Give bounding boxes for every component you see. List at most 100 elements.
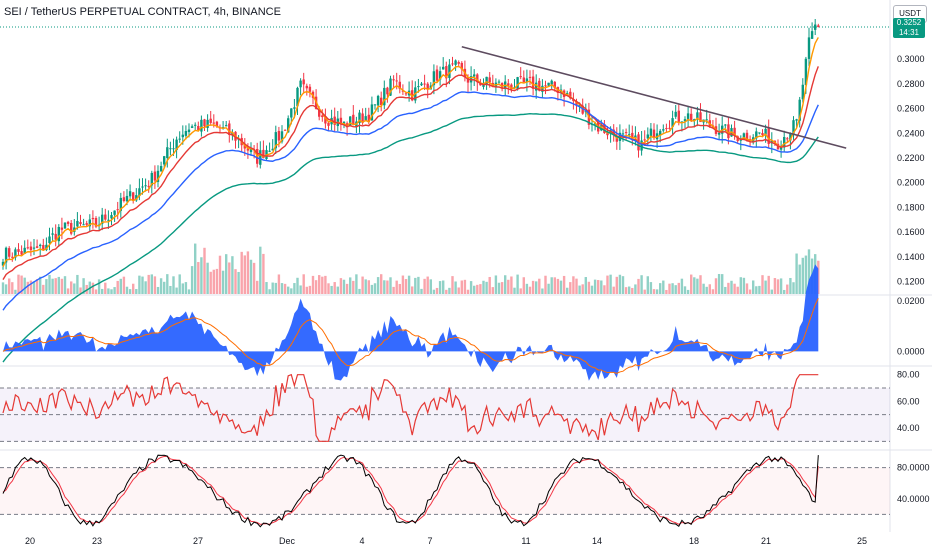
candle-body: [262, 149, 265, 159]
volume-bar: [113, 287, 116, 294]
candle-body: [299, 80, 302, 88]
rsi-tick-label: 60.00: [897, 396, 920, 406]
volume-bar: [454, 281, 457, 294]
volume-bar: [795, 253, 798, 294]
candle-body: [525, 78, 529, 83]
candle-body: [680, 121, 684, 123]
volume-bar: [376, 277, 380, 294]
volume-bar: [643, 289, 646, 294]
volume-bar: [662, 280, 665, 294]
volume-bar: [324, 275, 327, 294]
candle-body: [764, 128, 767, 135]
candle-body: [104, 214, 107, 220]
volume-bar: [442, 280, 445, 294]
time-tick-label: 11: [521, 536, 530, 546]
candle-body: [119, 197, 122, 211]
candle-body: [807, 37, 811, 59]
volume-bar: [221, 270, 225, 294]
candle-body: [593, 123, 597, 125]
candle-body: [293, 107, 296, 109]
volume-bar: [8, 278, 11, 294]
candle-body: [376, 95, 380, 106]
candle-body: [445, 66, 448, 79]
candle-body: [88, 219, 91, 227]
volume-bar: [352, 280, 355, 294]
volume-bar: [48, 274, 51, 294]
volume-bar: [305, 286, 308, 294]
candle-body: [690, 113, 693, 122]
candle-body: [801, 84, 804, 100]
candle-body: [26, 247, 29, 249]
candle-body: [23, 247, 26, 254]
volume-bar: [668, 283, 671, 294]
volume-bar: [513, 287, 516, 294]
volume-bar: [497, 282, 501, 294]
volume-bar: [172, 276, 175, 294]
volume-bar: [711, 289, 715, 294]
volume-bar: [262, 253, 265, 294]
candle-body: [786, 138, 789, 140]
candle-body: [11, 256, 14, 258]
candle-body: [35, 246, 39, 248]
candle-body: [163, 156, 166, 165]
volume-bar: [277, 274, 281, 294]
candle-body: [169, 148, 172, 150]
volume-bar: [559, 280, 563, 294]
volume-bar: [466, 289, 470, 294]
volume-bar: [717, 274, 721, 294]
volume-bar: [432, 289, 436, 294]
candle-body: [283, 129, 287, 131]
candle-body: [122, 197, 126, 202]
volume-bar: [779, 278, 783, 294]
volume-bar: [364, 279, 367, 294]
volume-bar: [708, 284, 711, 294]
volume-bar: [525, 283, 529, 294]
candle-body: [612, 129, 615, 136]
candle-body: [246, 148, 250, 151]
volume-bar: [187, 289, 191, 294]
volume-bar: [538, 278, 541, 294]
ema-line-slow: [2, 91, 819, 311]
candle-body: [438, 71, 442, 80]
volume-bar: [463, 279, 467, 294]
volume-bar: [764, 280, 767, 294]
candle-body: [519, 76, 522, 78]
volume-bar: [748, 289, 752, 294]
candle-body: [603, 124, 606, 133]
volume-bar: [693, 277, 696, 294]
candle-body: [448, 64, 451, 78]
macd-tick-label: 0.0200: [897, 296, 925, 306]
bar-countdown: 14:31: [898, 28, 920, 37]
candle-body: [717, 132, 721, 135]
volume-bar: [798, 264, 801, 294]
price-tick-label: 0.1400: [897, 252, 925, 262]
candle-body: [159, 166, 163, 172]
volume-bar: [290, 288, 293, 294]
stoch-k-line: [2, 454, 819, 528]
candle-body: [621, 133, 625, 135]
candle-body: [454, 60, 457, 65]
price-tick-label: 0.3000: [897, 54, 925, 64]
stoch-band: [0, 467, 890, 515]
volume-bar: [745, 283, 749, 294]
volume-bar: [389, 277, 392, 294]
volume-bar: [686, 289, 690, 294]
candle-body: [290, 108, 293, 118]
volume-bar: [758, 285, 761, 294]
price-tick-label: 0.2400: [897, 128, 925, 138]
volume-bar: [122, 276, 126, 294]
candle-body: [705, 119, 708, 121]
candle-body: [798, 99, 801, 121]
rsi-tick-label: 80.00: [897, 370, 920, 380]
candle-body: [268, 150, 271, 152]
candle-body: [215, 121, 219, 127]
stoch-tick-label: 80.0000: [897, 463, 930, 473]
volume-bar: [724, 286, 727, 294]
volume-bar: [572, 276, 575, 294]
volume-bar: [367, 280, 370, 294]
volume-bar: [215, 268, 219, 294]
volume-bar: [82, 278, 85, 294]
candle-body: [401, 90, 405, 92]
volume-bar: [32, 281, 36, 294]
candle-body: [138, 188, 141, 197]
